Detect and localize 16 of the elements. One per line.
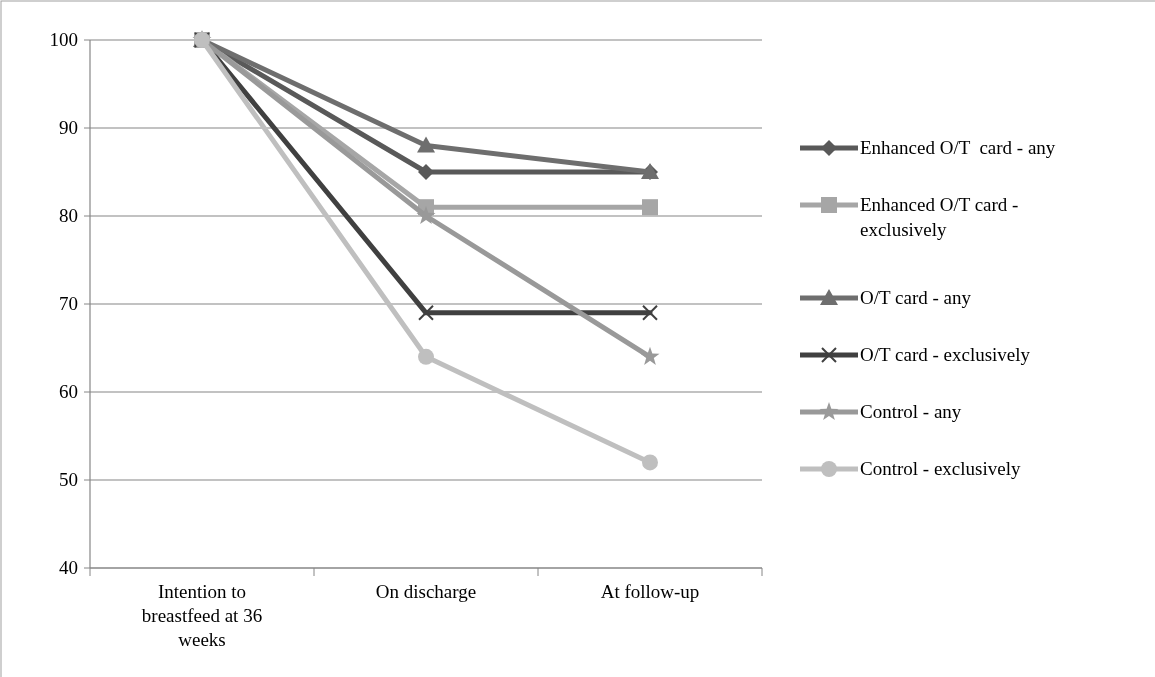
y-tick-label: 50 xyxy=(59,469,78,490)
legend-label: O/T card - exclusively xyxy=(860,344,1031,365)
y-tick-label: 100 xyxy=(49,29,78,50)
legend-label: O/T card - any xyxy=(860,287,972,308)
x-tick-label: At follow-up xyxy=(600,581,700,602)
x-tick-label: On discharge xyxy=(375,581,477,602)
legend-label: Enhanced O/T card - any xyxy=(860,137,1056,158)
y-tick-label: 60 xyxy=(59,381,78,402)
y-tick-label: 70 xyxy=(59,293,78,314)
x-tick-label: Intention to breastfeed at 36 weeks xyxy=(141,581,263,650)
legend-label: Control - any xyxy=(860,401,962,422)
legend-label: Control - exclusively xyxy=(860,458,1021,479)
y-tick-label: 90 xyxy=(59,117,78,138)
y-tick-label: 40 xyxy=(59,557,78,578)
legend-label: Enhanced O/T card - exclusively xyxy=(860,194,1019,240)
y-tick-label: 80 xyxy=(59,205,78,226)
